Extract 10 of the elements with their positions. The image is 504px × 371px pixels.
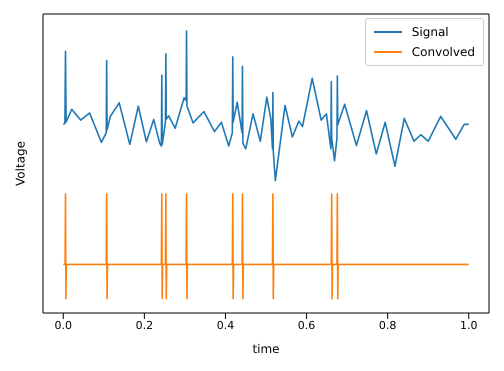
legend-label: Convolved: [412, 45, 475, 59]
x-tick-label: 0.2: [136, 318, 154, 332]
x-tick-label: 1.0: [460, 318, 478, 332]
y-axis-title: Voltage: [13, 140, 28, 186]
x-axis-title: time: [252, 342, 280, 356]
legend-label: Signal: [412, 25, 449, 39]
x-tick-label: 0.0: [54, 318, 72, 332]
x-tick-label: 0.8: [378, 318, 396, 332]
x-tick-label: 0.4: [216, 318, 234, 332]
x-tick-label: 0.6: [298, 318, 316, 332]
